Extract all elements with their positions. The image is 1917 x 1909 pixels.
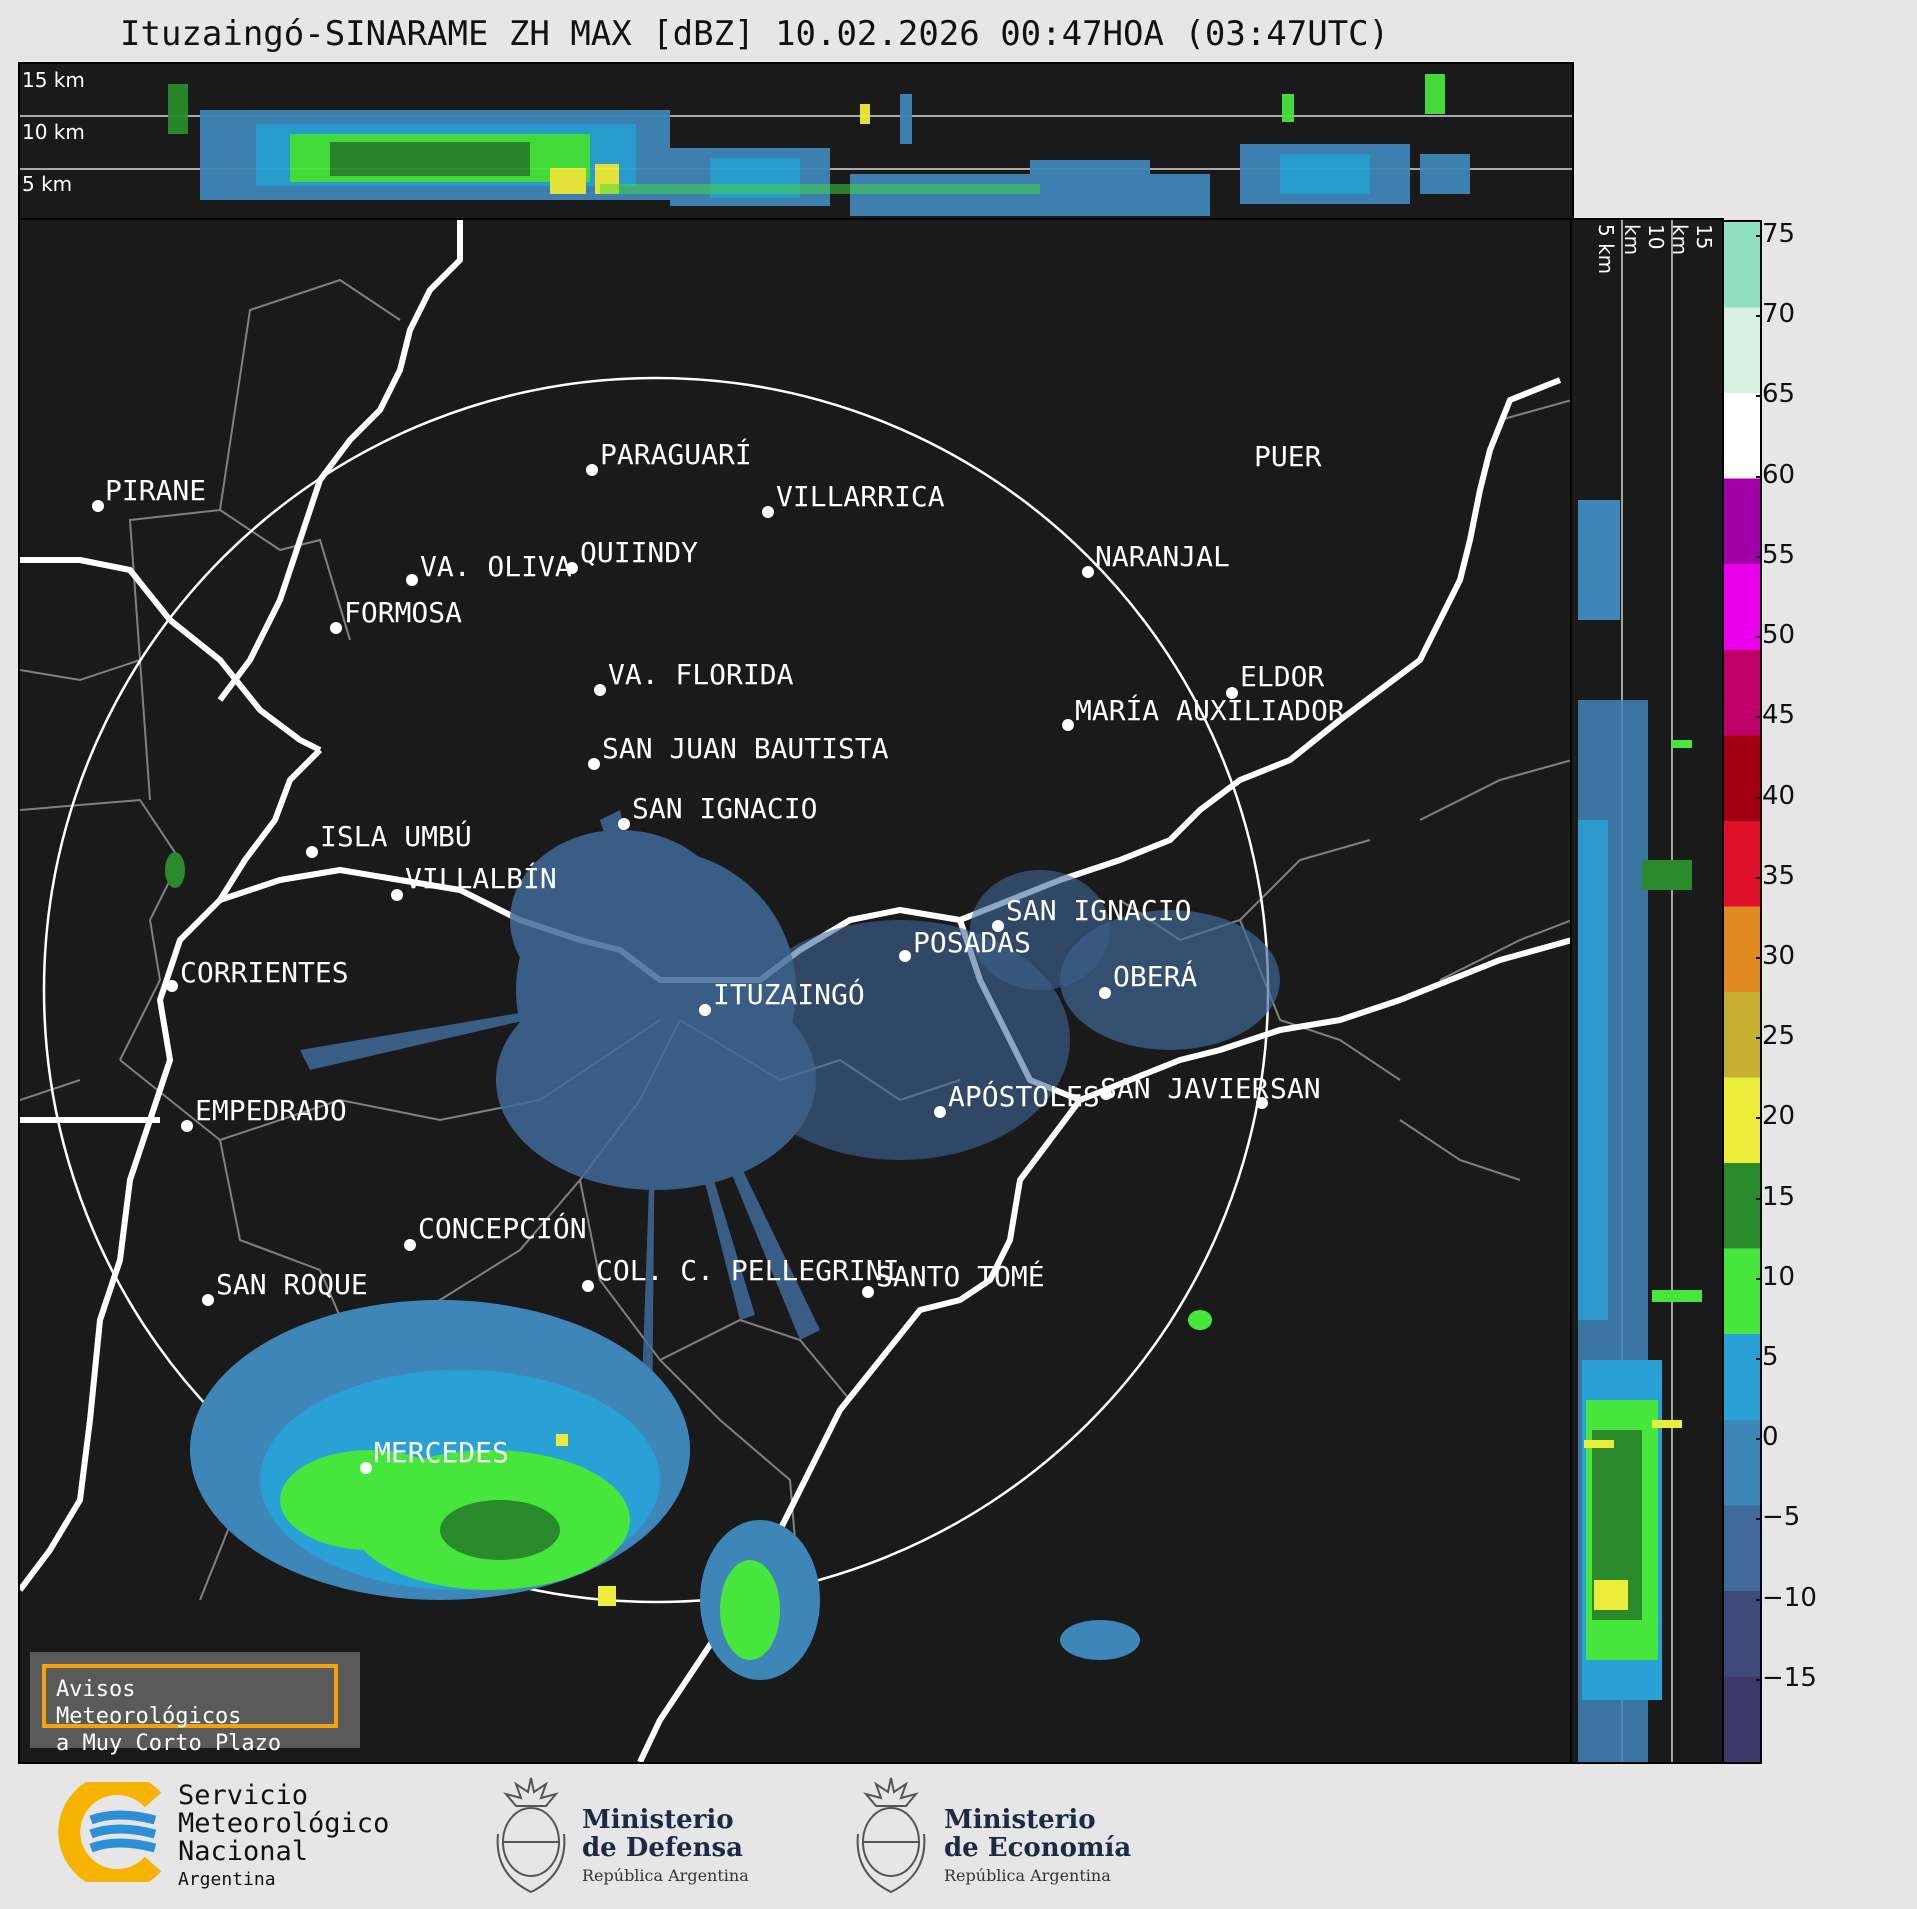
economia-line-3: República Argentina xyxy=(944,1866,1111,1885)
city-label-concepcion: CONCEPCIÓN xyxy=(418,1212,587,1245)
coat-of-arms-defensa-icon xyxy=(496,1777,566,1894)
colorbar-tick-7: 40 xyxy=(1755,780,1796,811)
defensa-logo-text: Ministerio de Defensa República Argentin… xyxy=(582,1806,749,1890)
smn-line-1: Servicio xyxy=(178,1780,309,1811)
right-strip-label-10km: 10 km xyxy=(1620,224,1668,256)
colorbar-tick-1: 70 xyxy=(1755,299,1796,330)
city-label-mercedes: MERCEDES xyxy=(374,1436,509,1469)
city-label-formosa: FORMOSA xyxy=(344,596,463,629)
city-label-san-ignacio-py: SAN IGNACIO xyxy=(632,792,818,825)
city-label-isla-umbu: ISLA UMBÚ xyxy=(320,820,472,853)
right-strip-echoes xyxy=(1578,220,1702,1762)
right-strip-label-5km: 5 km xyxy=(1594,224,1618,275)
warnings-notice[interactable]: Avisos Meteorológicos a Muy Corto Plazo xyxy=(30,1652,360,1756)
colorbar-tick-18: −15 xyxy=(1756,1662,1817,1693)
colorbar-tick-14: 5 xyxy=(1756,1341,1779,1372)
city-label-col-c-pellegrini: COL. C. PELLEGRINI xyxy=(596,1254,900,1287)
notice-line-1: Avisos Meteorológicos xyxy=(56,1677,242,1729)
city-label-san: SAN xyxy=(1270,1072,1321,1105)
city-label-san-juan-bautista: SAN JUAN BAUTISTA xyxy=(602,732,889,765)
city-label-apostoles: APÓSTOLES xyxy=(948,1080,1100,1113)
economia-line-1: Ministerio xyxy=(944,1805,1096,1835)
city-label-san-javier: SAN JAVIER xyxy=(1100,1072,1269,1105)
city-label-ituzaingo: ITUZAINGÓ xyxy=(713,978,865,1011)
city-label-eldor: ELDOR xyxy=(1240,660,1325,693)
smn-line-2: Meteorológico xyxy=(178,1808,390,1839)
city-label-obera: OBERÁ xyxy=(1113,960,1198,993)
city-label-paraguari: PARAGUARÍ xyxy=(600,438,752,471)
notice-line-2: a Muy Corto Plazo xyxy=(56,1731,282,1756)
colorbar-tick-4: 55 xyxy=(1755,539,1796,570)
city-label-maria-auxiliador: MARÍA AUXILIADOR xyxy=(1075,694,1345,727)
smn-line-4: Argentina xyxy=(178,1869,276,1890)
smn-logo-text: Servicio Meteorológico Nacional Argentin… xyxy=(178,1782,389,1894)
city-label-puer: PUER xyxy=(1254,440,1322,473)
colorbar-tick-15: 0 xyxy=(1756,1422,1779,1453)
right-strip-label-15km: 15 km xyxy=(1668,224,1716,256)
city-label-pirane: PIRANE xyxy=(105,474,207,507)
colorbar-tick-5: 50 xyxy=(1755,620,1796,651)
colorbar-tick-6: 45 xyxy=(1755,700,1796,731)
colorbar-tick-3: 60 xyxy=(1755,459,1796,490)
colorbar-tick-13: 10 xyxy=(1755,1261,1796,1292)
city-label-san-ignacio-ar: SAN IGNACIO xyxy=(1006,894,1192,927)
colorbar-tick-8: 35 xyxy=(1755,860,1796,891)
city-label-posadas: POSADAS xyxy=(913,926,1032,959)
colorbar-tick-16: −5 xyxy=(1755,1502,1801,1533)
city-label-san-roque: SAN ROQUE xyxy=(216,1268,368,1301)
colorbar-tick-12: 15 xyxy=(1755,1181,1796,1212)
dbz-colorbar xyxy=(1722,220,1762,1764)
right-height-strip: 5 km 10 km 15 km xyxy=(1570,218,1724,1764)
top-strip-label-15km: 15 km xyxy=(22,68,85,92)
economia-logo-text: Ministerio de Economía República Argenti… xyxy=(944,1806,1131,1890)
city-label-villalbin: VILLALBÍN xyxy=(405,862,557,895)
city-label-santo-tome: SANTO TOMÉ xyxy=(876,1260,1045,1293)
city-label-naranjal: NARANJAL xyxy=(1095,540,1230,573)
radar-map-graphics xyxy=(20,220,1572,1762)
defensa-line-3: República Argentina xyxy=(582,1866,749,1885)
top-strip-echoes xyxy=(20,74,1572,216)
city-label-villarrica: VILLARRICA xyxy=(776,480,945,513)
colorbar-tick-2: 65 xyxy=(1755,379,1796,410)
smn-logo-icon xyxy=(58,1782,162,1882)
top-strip-label-10km: 10 km xyxy=(22,120,85,144)
economia-line-2: de Economía xyxy=(944,1833,1132,1863)
colorbar-tick-0: 75 xyxy=(1755,219,1796,250)
colorbar-tick-17: −10 xyxy=(1756,1582,1817,1613)
city-label-empedrado: EMPEDRADO xyxy=(195,1094,347,1127)
city-label-va-florida: VA. FLORIDA xyxy=(608,658,794,691)
smn-line-3: Nacional xyxy=(178,1836,309,1867)
defensa-line-1: Ministerio xyxy=(582,1805,734,1835)
colorbar-tick-11: 20 xyxy=(1755,1101,1796,1132)
radar-map[interactable]: PIRANE PARAGUARÍ VILLARRICA QUIINDY VA. … xyxy=(18,218,1574,1764)
city-label-va-oliva: VA. OLIVA xyxy=(420,550,572,583)
colorbar-tick-9: 30 xyxy=(1755,940,1796,971)
top-height-strip: 15 km 10 km 5 km xyxy=(18,62,1574,220)
coat-of-arms-economia-icon xyxy=(856,1777,926,1894)
city-label-corrientes: CORRIENTES xyxy=(180,956,349,989)
defensa-line-2: de Defensa xyxy=(582,1833,743,1863)
city-label-quiindy: QUIINDY xyxy=(580,536,699,569)
colorbar-tick-10: 25 xyxy=(1755,1021,1796,1052)
top-strip-label-5km: 5 km xyxy=(22,172,73,196)
map-title: Ituzaingó-SINARAME ZH MAX [dBZ] 10.02.20… xyxy=(120,14,1390,54)
